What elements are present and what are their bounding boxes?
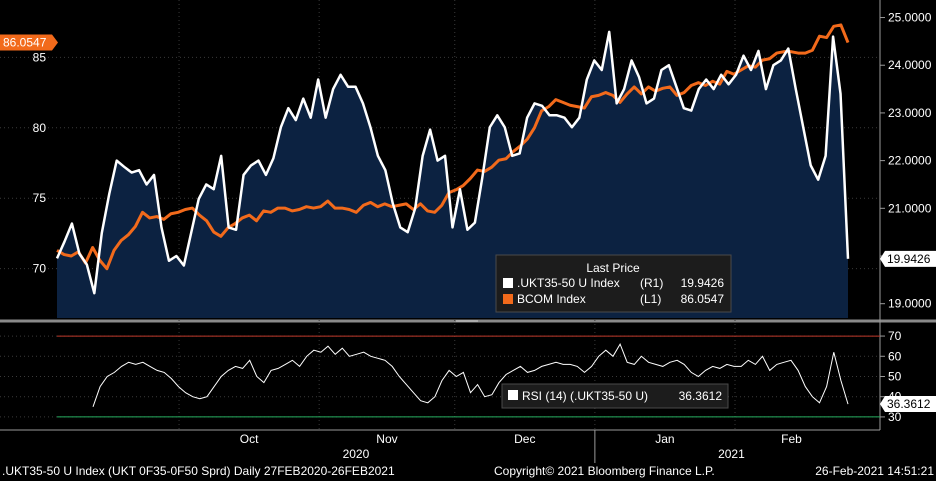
footer-timestamp: 26-Feb-2021 14:51:21 — [815, 464, 934, 478]
left-tick-label: 70 — [33, 262, 47, 276]
left-tick-label: 80 — [33, 121, 47, 135]
rsi-last-value-tag — [880, 396, 936, 413]
right-tick-label: 19.0000 — [888, 297, 932, 311]
legend-box — [495, 254, 732, 313]
x-tick-label: Oct — [240, 432, 259, 446]
right-tick-label: 21.0000 — [888, 201, 932, 215]
legend-title: Last Price — [586, 261, 640, 275]
chart-canvas: OctNovDecJanFeb202020217075808519.000020… — [0, 0, 936, 463]
x-tick-label: Feb — [781, 432, 802, 446]
rsi-legend-value: 36.3612 — [679, 389, 723, 403]
legend-swatch — [503, 294, 513, 304]
left-tick-label: 75 — [33, 191, 47, 205]
ukt-last-value-label: 19.9426 — [887, 252, 931, 266]
legend-series-name: BCOM Index — [517, 292, 586, 306]
rsi-tick-label: 30 — [888, 410, 902, 424]
right-tick-label: 22.0000 — [888, 154, 932, 168]
rsi-tick-label: 60 — [888, 349, 902, 363]
right-tick-label: 23.0000 — [888, 106, 932, 120]
bcom-last-value-label: 86.0547 — [3, 36, 47, 50]
rsi-tick-label: 50 — [888, 369, 902, 383]
left-tick-label: 85 — [33, 50, 47, 64]
footer-bar: .UKT35-50 U Index (UKT 0F35-0F50 Sprd) D… — [0, 463, 936, 481]
legend-swatch — [503, 278, 513, 288]
rsi-legend-name: RSI (14) (.UKT35-50 U) — [522, 389, 648, 403]
ukt-last-value-tag — [880, 250, 936, 267]
right-tick-label: 24.0000 — [888, 58, 932, 72]
rsi-tick-label: 70 — [888, 329, 902, 343]
rsi-legend-box — [501, 383, 729, 409]
legend-series-name: .UKT35-50 U Index — [517, 276, 620, 290]
x-tick-label: Dec — [514, 432, 535, 446]
rsi-legend-swatch — [508, 390, 518, 400]
x-tick-label: Jan — [655, 432, 674, 446]
legend-series-axis: (L1) — [640, 292, 661, 306]
rsi-last-value-label: 36.3612 — [887, 397, 931, 411]
year-label: 2021 — [718, 447, 745, 461]
footer-security-description: .UKT35-50 U Index (UKT 0F35-0F50 Sprd) D… — [2, 464, 395, 478]
bcom-last-value-tag — [0, 34, 58, 51]
rsi-line — [92, 342, 849, 407]
legend-series-value: 19.9426 — [681, 276, 725, 290]
x-tick-label: Nov — [376, 432, 397, 446]
ukt-area-fill — [57, 31, 848, 319]
legend-series-axis: (R1) — [640, 276, 663, 290]
ukt-line — [55, 30, 850, 295]
legend-series-value: 86.0547 — [681, 292, 725, 306]
right-tick-label: 25.0000 — [888, 11, 932, 25]
footer-copyright: Copyright© 2021 Bloomberg Finance L.P. — [494, 464, 715, 478]
year-label: 2020 — [343, 447, 370, 461]
